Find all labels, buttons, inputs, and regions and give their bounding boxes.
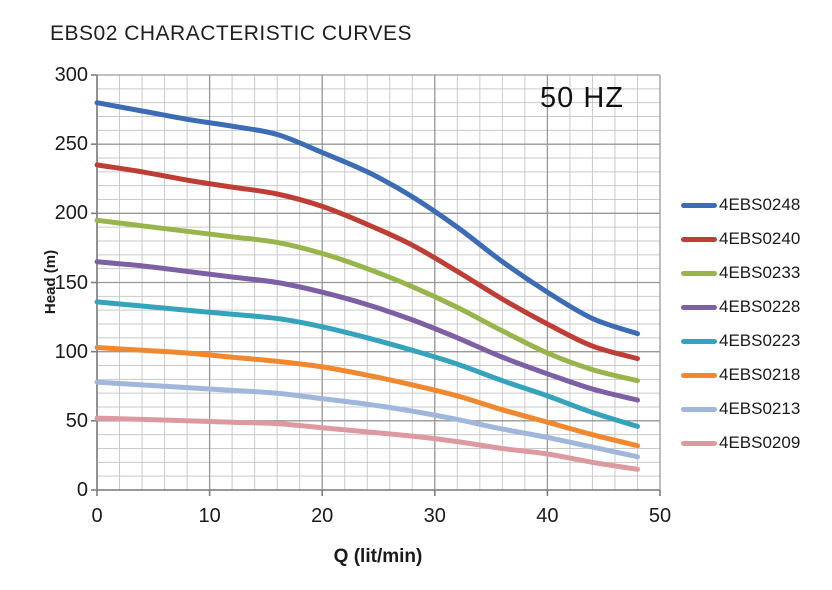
plot-area bbox=[91, 74, 661, 496]
y-tick-label: 200 bbox=[54, 202, 88, 225]
legend-label: 4EBS0228 bbox=[719, 297, 801, 316]
legend-entry-4EBS0248: 4EBS0248 bbox=[681, 188, 800, 222]
curve-4EBS0209 bbox=[94, 415, 640, 472]
legend-line-swatch bbox=[681, 236, 717, 242]
x-tick-label: 50 bbox=[648, 505, 672, 527]
frequency-annotation: 50 HZ bbox=[540, 82, 624, 114]
legend-line-swatch bbox=[681, 440, 717, 446]
legend-label: 4EBS0218 bbox=[719, 365, 801, 384]
x-tick-label: 30 bbox=[423, 505, 446, 527]
legend-entry-4EBS0233: 4EBS0233 bbox=[681, 256, 800, 290]
curve-4EBS0228 bbox=[94, 259, 640, 403]
legend-label: 4EBS0248 bbox=[719, 195, 801, 214]
curve-4EBS0240 bbox=[94, 162, 640, 362]
y-tick-label: 50 bbox=[65, 409, 88, 432]
x-tick-label: 40 bbox=[536, 505, 559, 527]
x-tick-label: 0 bbox=[91, 505, 103, 527]
legend-label: 4EBS0240 bbox=[719, 229, 801, 248]
legend-line-swatch bbox=[681, 304, 717, 310]
curve-4EBS0248 bbox=[94, 100, 640, 337]
legend-entry-4EBS0218: 4EBS0218 bbox=[681, 358, 800, 392]
x-tick-label: 20 bbox=[311, 505, 334, 527]
y-axis-title: Head (m) bbox=[42, 249, 59, 315]
legend: 4EBS0248 4EBS0240 4EBS0233 4EBS0228 4EBS0223… bbox=[681, 188, 800, 460]
legend-label: 4EBS0209 bbox=[719, 433, 801, 452]
legend-label: 4EBS0223 bbox=[719, 331, 801, 350]
legend-entry-4EBS0228: 4EBS0228 bbox=[681, 290, 800, 324]
y-tick-label: 0 bbox=[76, 479, 88, 501]
legend-label: 4EBS0233 bbox=[719, 263, 801, 282]
y-tick-label: 100 bbox=[54, 340, 88, 363]
curve-4EBS0218 bbox=[94, 345, 640, 449]
legend-line-swatch bbox=[681, 406, 717, 412]
curve-4EBS0233 bbox=[94, 217, 640, 384]
curve-4EBS0223 bbox=[94, 299, 640, 429]
legend-entry-4EBS0213: 4EBS0213 bbox=[681, 392, 800, 426]
legend-line-swatch bbox=[681, 202, 717, 208]
x-axis-title: Q (lit/min) bbox=[333, 546, 423, 567]
curve-4EBS0213 bbox=[94, 379, 640, 460]
x-tick-label: 10 bbox=[198, 505, 221, 527]
y-tick-label: 300 bbox=[54, 64, 88, 86]
curves-canvas bbox=[91, 74, 661, 496]
legend-entry-4EBS0209: 4EBS0209 bbox=[681, 426, 800, 460]
legend-label: 4EBS0213 bbox=[719, 399, 801, 418]
legend-line-swatch bbox=[681, 270, 717, 276]
legend-entry-4EBS0223: 4EBS0223 bbox=[681, 324, 800, 358]
y-tick-label: 150 bbox=[54, 271, 88, 294]
chart-title: EBS02 CHARACTERISTIC CURVES bbox=[50, 22, 413, 45]
legend-line-swatch bbox=[681, 338, 717, 344]
legend-entry-4EBS0240: 4EBS0240 bbox=[681, 222, 800, 256]
legend-line-swatch bbox=[681, 372, 717, 378]
y-tick-label: 250 bbox=[54, 133, 88, 156]
